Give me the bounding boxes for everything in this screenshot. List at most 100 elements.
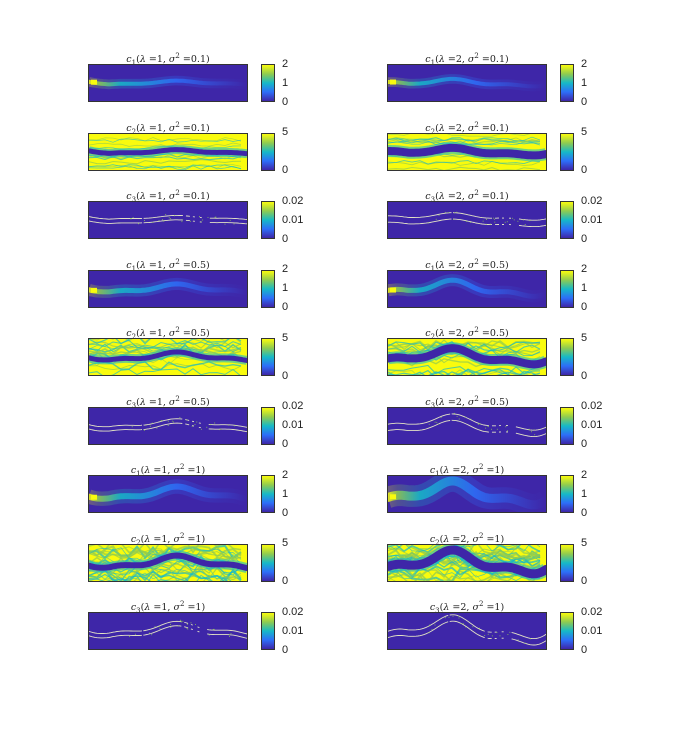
layer-streak [388,133,531,137]
speck [434,624,436,626]
front-line [388,419,546,437]
source-inlet [390,287,396,293]
speck [485,223,487,225]
heatmap-field [88,269,248,308]
lambda-value: 2 [460,533,467,545]
colorbar [261,269,275,308]
sigma2-value: 1 [195,533,202,545]
colorbar [560,475,574,513]
speck [458,418,460,419]
speck [530,638,532,640]
layer-streak [89,568,242,581]
speck [151,422,153,424]
colorbar-tick-label: 0.01 [581,213,603,226]
heatmap-field [88,201,248,239]
lambda-value: 2 [455,122,462,134]
panel-title: c3(λ =2, σ2 =0.1) [425,189,509,205]
speck [212,628,214,630]
speck [487,633,489,635]
panel-title: c2(λ =2, σ2 =0.1) [425,120,509,136]
colorbar [560,612,574,650]
speck [200,428,202,430]
speck [149,632,151,634]
colorbar [261,612,275,650]
speck [447,212,449,214]
speck [524,642,526,644]
speck [522,219,524,221]
lambda-value: 2 [455,191,462,203]
panel-c1-lambda2-sigma0.1: c1(λ =2, σ2 =0.1) 2 1 0 [387,52,676,112]
speck [190,220,192,222]
sigma2-value: 0.5 [190,259,206,271]
layer-streak [89,158,242,164]
speck [470,418,472,420]
speck [219,428,221,430]
layer-streak [89,344,242,353]
speck [131,425,133,427]
colorbar-tick-label: 0 [581,575,588,587]
colorbar-tick-label: 0 [282,369,289,382]
colorbar-tick-label: 0.01 [282,624,304,637]
plume-halo [89,277,247,298]
lambda-value: 2 [455,54,462,66]
speck [228,424,230,426]
speck [163,220,165,222]
layer-streak [89,340,242,349]
speck [454,212,456,214]
speck [444,617,446,619]
sigma2-value: 0.1 [190,122,206,134]
colorbar-tick-label: 0 [282,95,289,108]
speck [428,632,430,634]
speck [158,626,160,628]
lambda-value: 1 [156,259,163,271]
panel-c3-lambda2-sigma0.5: c3(λ =2, σ2 =0.5) 0.02 0.01 0 [387,395,676,455]
speck [517,639,519,641]
heatmap-field [387,269,547,308]
layer-streak [89,362,242,371]
speck [435,218,437,220]
front-line [89,417,247,428]
speck [162,219,163,221]
colorbar-tick-label: 2 [581,57,588,70]
layer-streak [388,159,541,164]
source-inlet [91,494,97,500]
colorbar [560,201,574,239]
colorbar-tick-label: 0.02 [282,605,304,618]
speck [234,424,235,426]
layer-streak [89,164,242,170]
speck [428,423,430,425]
speck [485,427,487,429]
colorbar [261,201,275,239]
layer-streak [89,571,229,581]
speck [191,425,193,427]
sigma2-value: 0.1 [489,54,505,66]
panel-title: c2(λ =1, σ2 =0.5) [126,326,210,342]
colorbar [261,406,275,445]
panel-c2-lambda1-sigma1: c2(λ =1, σ2 =1) 5 0 [88,532,408,592]
speck [479,422,481,424]
colorbar [560,543,574,582]
panel-title: c3(λ =1, σ2 =0.5) [126,394,210,410]
depletion-channel [388,545,546,578]
layer-streak [89,566,242,581]
heatmap-field [88,64,248,102]
speck [143,429,145,431]
sigma2-value: 1 [494,533,501,545]
panel-title: c1(λ =1, σ2 =0.1) [126,52,210,68]
panel-c3-lambda1-sigma0.5: c3(λ =1, σ2 =0.5) 0.02 0.01 0 [88,395,408,455]
colorbar [560,64,574,102]
layer-streak [89,361,242,371]
speck [202,219,204,221]
panel-c1-lambda1-sigma0.1: c1(λ =1, σ2 =0.1) 2 1 0 [88,52,408,112]
front-line [388,212,546,221]
source-inlet [390,494,396,500]
colorbar-tick-label: 0 [581,369,588,382]
source-inlet [390,79,396,85]
lambda-value: 2 [455,396,462,408]
speck [215,216,217,218]
speck [513,219,515,221]
speck [478,627,480,629]
speck [200,221,202,223]
speck [469,221,471,223]
